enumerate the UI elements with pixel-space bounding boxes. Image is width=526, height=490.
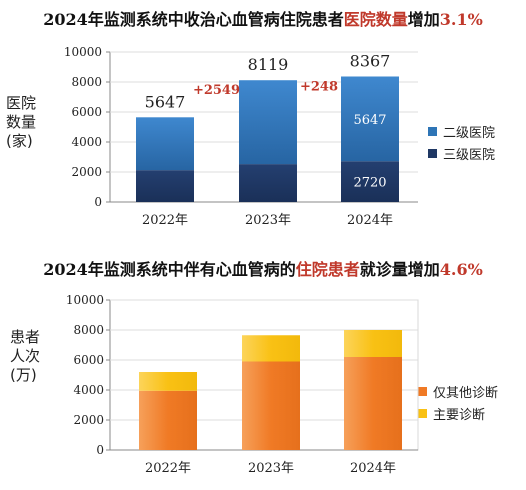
chart2-bar-lower [344, 357, 402, 450]
chart1-x-tick-label: 2024年 [347, 213, 393, 228]
chart1-ylabel-line: 医院 [6, 94, 37, 112]
chart2-legend: 仅其他诊断 主要诊断 [418, 380, 498, 424]
legend-label: 主要诊断 [433, 407, 486, 423]
legend-label: 仅其他诊断 [433, 385, 499, 401]
legend-label: 二级医院 [443, 125, 496, 141]
chart1-ylabel-line: 数量 [6, 113, 37, 131]
chart2-ylabel: 患者 人次 (万) [10, 328, 40, 385]
legend-item: 主要诊断 [418, 402, 498, 424]
chart1-ylabel: 医院 数量 (家) [6, 94, 36, 151]
chart2-title-pre: 2024年监测系统中伴有心血管病的 [43, 260, 296, 279]
chart1-bar-upper [341, 76, 399, 162]
chart1-bar-upper [136, 117, 194, 171]
chart2-bar-lower [139, 390, 197, 450]
chart1-y-tick-label: 2000 [71, 165, 102, 179]
chart2-y-tick-label: 10000 [66, 293, 104, 307]
chart1-title-highlight: 医院数量 [343, 10, 408, 29]
chart2-x-tick-label: 2023年 [248, 461, 294, 476]
chart2-title-post: 就诊量增加 [359, 260, 440, 279]
chart1-y-tick-label: 0 [94, 195, 102, 209]
chart2-ylabel-line: 人次 [10, 347, 41, 365]
chart1-legend: 二级医院 三级医院 [428, 120, 495, 164]
chart2-title-pct: 4.6% [439, 260, 483, 279]
chart2-y-tick-label: 2000 [73, 413, 104, 427]
chart1-segment-label: 5647 [353, 113, 386, 128]
chart1-title-pct: 3.1% [439, 10, 483, 29]
legend-swatch [428, 148, 437, 158]
chart2-ylabel-line: 患者 [10, 328, 41, 346]
chart2-y-tick-label: 4000 [73, 383, 104, 397]
chart2-title: 2024年监测系统中伴有心血管病的住院患者就诊量增加4.6% [0, 256, 526, 280]
legend-swatch [418, 386, 427, 396]
chart2-y-tick-label: 0 [96, 443, 104, 457]
chart2-x-tick-label: 2024年 [350, 461, 396, 476]
chart1-title-pre: 2024年监测系统中收治心血管病住院患者 [43, 10, 344, 29]
chart1-ylabel-line: (家) [6, 132, 33, 150]
chart2-x-tick-label: 2022年 [145, 461, 191, 476]
legend-swatch [418, 408, 427, 418]
chart1-increment-label: +248 [300, 79, 338, 94]
legend-item: 仅其他诊断 [418, 380, 498, 402]
legend-swatch [428, 126, 437, 136]
chart2-bar-upper [139, 372, 197, 391]
chart2-bar-upper [344, 330, 402, 357]
chart1-x-tick-label: 2023年 [245, 213, 291, 228]
chart2-bar-upper [242, 335, 300, 362]
chart1-title: 2024年监测系统中收治心血管病住院患者医院数量增加3.1% [0, 6, 526, 30]
legend-label: 三级医院 [443, 147, 496, 163]
chart1-y-tick-label: 6000 [71, 105, 102, 119]
legend-item: 三级医院 [428, 142, 495, 164]
chart2-y-tick-label: 6000 [73, 353, 104, 367]
chart1-total-label: 5647 [145, 92, 186, 111]
chart1-bar-lower [136, 170, 194, 202]
chart2-ylabel-line: (万) [10, 366, 37, 384]
chart1-increment-label: +2549 [193, 83, 240, 98]
chart1-y-tick-label: 4000 [71, 135, 102, 149]
chart1-bar-lower [341, 161, 399, 202]
chart1-total-label: 8119 [248, 55, 289, 74]
chart2-y-tick-label: 8000 [73, 323, 104, 337]
chart1-y-tick-label: 10000 [64, 45, 102, 59]
chart1-title-post: 增加 [407, 10, 440, 29]
chart1-bar-upper [239, 80, 297, 165]
legend-item: 二级医院 [428, 120, 495, 142]
chart1-total-label: 8367 [350, 51, 391, 70]
chart1-bar-lower [239, 164, 297, 202]
chart1-x-tick-label: 2022年 [142, 213, 188, 228]
chart2-bar-lower [242, 361, 300, 450]
chart1-segment-label: 2720 [353, 176, 386, 191]
chart2-title-highlight: 住院患者 [295, 260, 360, 279]
chart1-y-tick-label: 8000 [71, 75, 102, 89]
